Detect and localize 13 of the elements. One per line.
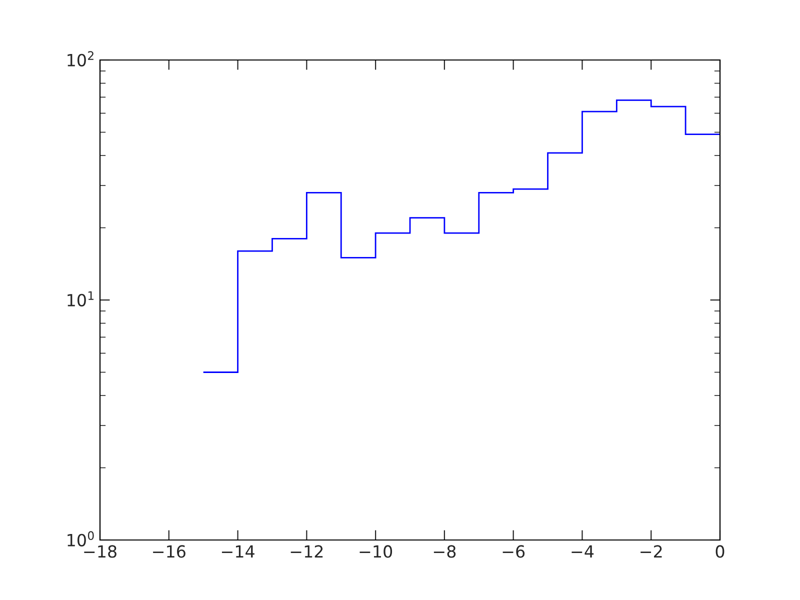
x-tick-label: −10 [360,545,392,558]
x-tick-label: −16 [153,545,186,558]
x-tick-label: 0 [716,545,724,558]
x-tick-label: −8 [434,545,456,558]
y-tick-label: 10$^{0}$ [68,531,94,546]
x-tick-label: −2 [640,545,662,558]
x-tick-label: −18 [84,545,116,558]
x-tick-label: −4 [572,545,594,558]
y-tick-label: 10$^{2}$ [68,51,94,66]
x-tick-label: −12 [290,545,323,558]
x-tick-label: −6 [502,545,525,558]
y-tick-label: 10$^{1}$ [68,291,94,306]
x-tick-label: −14 [222,545,254,558]
